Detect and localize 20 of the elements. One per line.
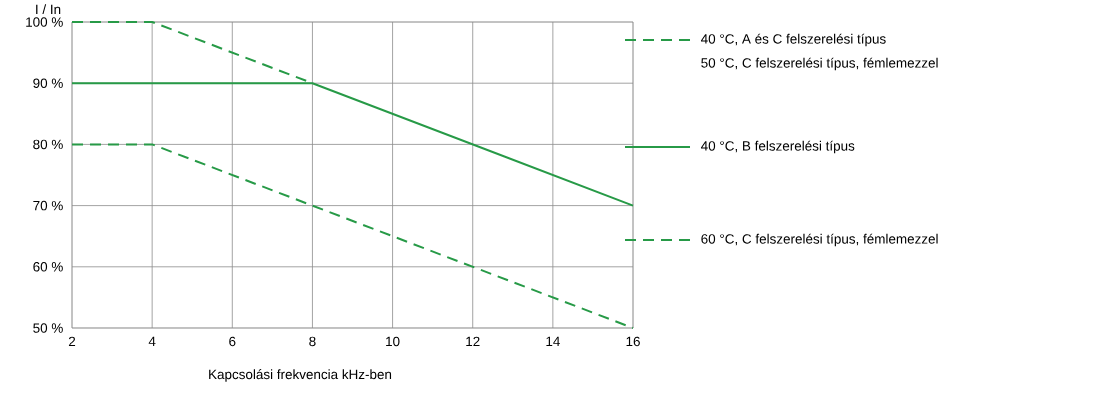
legend-label: 40 °C, A és C felszerelési típus <box>701 33 886 47</box>
x-tick-label: 10 <box>386 336 400 347</box>
x-tick-label: 2 <box>68 336 76 347</box>
x-tick-label: 4 <box>148 336 156 346</box>
x-tick-label: 6 <box>229 336 236 347</box>
y-tick-label: 80 % <box>33 139 63 150</box>
y-tick-label: 100 % <box>26 17 63 27</box>
y-tick-label: 90 % <box>33 78 63 88</box>
legend-label: 40 °C, B felszerelési típus <box>701 140 855 154</box>
y-axis-title: I / In <box>36 4 61 15</box>
y-tick-label: 50 % <box>33 323 63 333</box>
x-tick-label: 12 <box>466 336 480 347</box>
x-tick-label: 8 <box>309 336 316 347</box>
x-axis-title: Kapcsolási frekvencia kHz-ben <box>209 369 392 382</box>
legend-label: 60 °C, C felszerelési típus, fémlemezzel <box>701 233 938 247</box>
y-tick-label: 60 % <box>33 262 63 272</box>
y-tick-label: 70 % <box>33 200 63 211</box>
x-tick-label: 16 <box>626 336 640 347</box>
text: 50 °C, C felszerelési típus, fémlemezzel <box>701 57 938 71</box>
x-tick-label: 14 <box>546 336 560 346</box>
